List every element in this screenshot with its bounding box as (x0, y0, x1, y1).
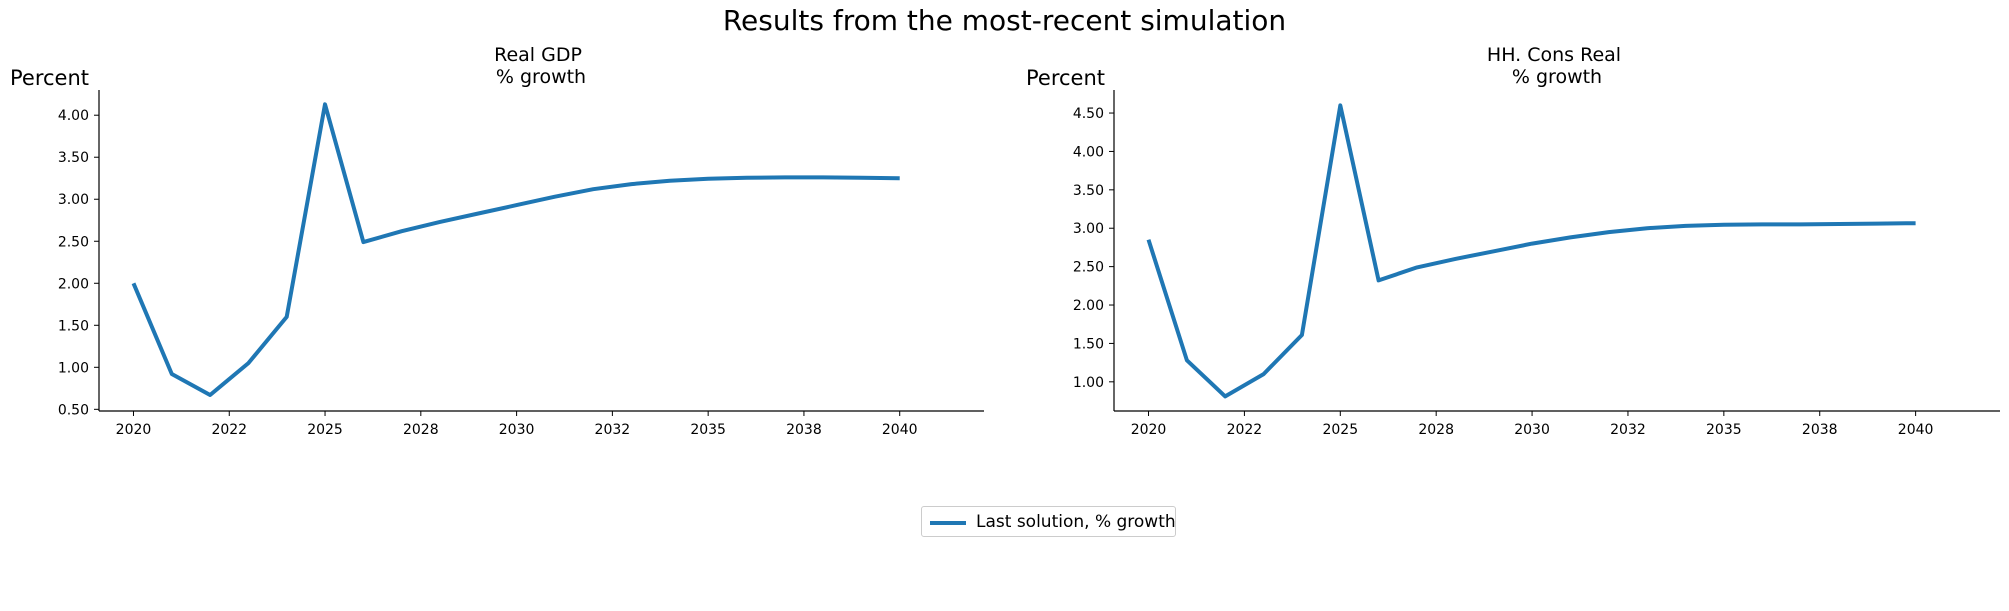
y-tick-label: 1.00 (1073, 375, 1104, 391)
x-tick-label: 2038 (1802, 422, 1838, 438)
chart-title-line2: % growth (496, 66, 586, 88)
chart-title-line1: HH. Cons Real (1487, 44, 1621, 66)
x-tick-label: 2022 (211, 422, 247, 438)
y-tick-label: 2.50 (1073, 260, 1104, 276)
y-tick-label: 2.50 (58, 234, 89, 250)
x-tick-label: 2040 (1898, 422, 1934, 438)
x-tick-label: 2030 (1514, 422, 1550, 438)
y-tick-label: 4.00 (58, 108, 89, 124)
x-tick-label: 2038 (786, 422, 822, 438)
legend-line-marker (930, 521, 966, 525)
x-tick-label: 2020 (1131, 422, 1167, 438)
y-tick-label: 4.00 (1073, 144, 1104, 160)
series-line (131, 102, 900, 397)
legend-label: Last solution, % growth (976, 512, 1176, 532)
legend: Last solution, % growth (921, 506, 1176, 537)
x-tick-label: 2030 (499, 422, 535, 438)
x-tick-label: 2028 (403, 422, 439, 438)
y-tick-label: 2.00 (1073, 298, 1104, 314)
y-tick-label: 3.50 (1073, 183, 1104, 199)
x-tick-label: 2032 (1610, 422, 1646, 438)
x-tick-label: 2032 (595, 422, 631, 438)
x-tick-label: 2035 (1706, 422, 1742, 438)
x-tick-label: 2022 (1227, 422, 1263, 438)
y-tick-label: 2.00 (58, 276, 89, 292)
y-tick-label: 3.00 (1073, 221, 1104, 237)
y-tick-label: 3.00 (58, 192, 89, 208)
y-tick-label: 3.50 (58, 150, 89, 166)
figure-title: Results from the most-recent simulation (722, 4, 1287, 37)
x-tick-label: 2020 (116, 422, 152, 438)
y-tick-label: 1.50 (58, 318, 89, 334)
x-tick-label: 2040 (882, 422, 918, 438)
y-tick-label: 1.50 (1073, 336, 1104, 352)
x-tick-label: 2025 (1322, 422, 1358, 438)
x-tick-label: 2035 (690, 422, 726, 438)
y-tick-label: 0.50 (58, 402, 89, 418)
chart-title-line2: % growth (1512, 66, 1602, 88)
x-tick-label: 2028 (1418, 422, 1454, 438)
series-line (1146, 103, 1916, 399)
y-axis-label: Percent (1026, 66, 1105, 90)
chart-title-line1: Real GDP (494, 44, 582, 66)
y-tick-label: 4.50 (1073, 106, 1104, 122)
y-axis-label: Percent (10, 66, 89, 90)
x-tick-label: 2025 (307, 422, 343, 438)
y-tick-label: 1.00 (58, 360, 89, 376)
